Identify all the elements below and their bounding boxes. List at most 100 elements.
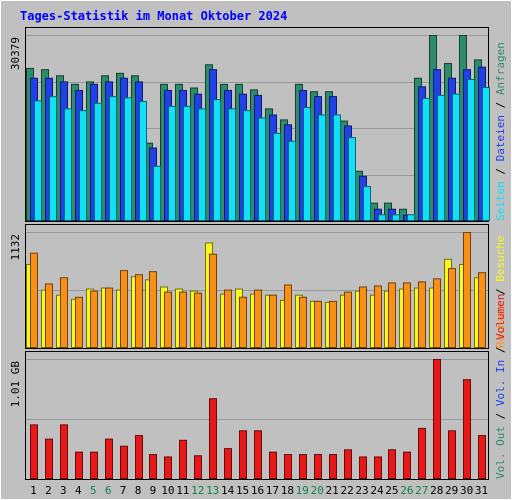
bar-volume-volumen-day-22: [344, 449, 352, 479]
x-tick-label-day-25: 25: [385, 484, 398, 497]
x-tick-label-day-16: 16: [251, 484, 264, 497]
chart-title: Tages-Statistik im Monat Oktober 2024: [20, 9, 287, 23]
bar-visits-rechner-day-9: [149, 271, 157, 348]
bar-hits-seiten-day-26: [407, 214, 415, 222]
bar-visits-rechner-day-15: [239, 296, 247, 348]
legend-separator: /: [494, 161, 507, 181]
bar-volume-volumen-day-4: [75, 451, 83, 480]
bar-visits-rechner-day-31: [478, 272, 486, 349]
bar-hits-seiten-day-30: [467, 78, 475, 221]
bar-hits-seiten-day-17: [273, 132, 281, 221]
bar-volume-volumen-day-25: [388, 449, 396, 479]
bar-visits-rechner-day-1: [30, 252, 38, 348]
bar-hits-seiten-day-18: [288, 140, 296, 221]
x-tick-label-day-19: 19: [296, 484, 309, 497]
bar-visits-rechner-day-2: [45, 283, 53, 348]
bar-volume-volumen-day-26: [403, 451, 411, 480]
bar-volume-volumen-day-8: [135, 435, 143, 480]
bar-volume-volumen-day-30: [463, 379, 471, 480]
bar-volume-volumen-day-23: [359, 456, 367, 480]
bar-hits-seiten-day-21: [333, 114, 341, 221]
x-tick-label-day-5: 5: [90, 484, 97, 497]
legend-separator: /: [494, 406, 507, 426]
bar-hits-seiten-day-15: [243, 110, 251, 221]
bar-volume-volumen-day-31: [478, 435, 486, 480]
legend-item-vol-out: Vol. Out: [494, 426, 507, 479]
bar-visits-rechner-day-12: [194, 292, 202, 348]
bar-hits-seiten-day-1: [34, 100, 42, 221]
y-max-label: 1132: [9, 234, 22, 261]
bar-visits-rechner-day-5: [90, 290, 98, 348]
bar-hits-seiten-day-5: [94, 102, 102, 221]
bar-hits-seiten-day-27: [422, 97, 430, 221]
bar-visits-rechner-day-13: [209, 253, 217, 348]
panel-hits: 30379 Seiten / Dateien / Anfragen: [9, 27, 507, 222]
bar-hits-seiten-day-19: [303, 107, 311, 221]
bar-hits-seiten-day-10: [168, 105, 176, 221]
bar-hits-seiten-day-20: [318, 114, 326, 221]
bar-visits-rechner-day-8: [135, 274, 143, 349]
x-tick-label-day-31: 31: [475, 484, 488, 497]
bar-volume-volumen-day-6: [105, 438, 113, 480]
bar-hits-seiten-day-31: [482, 86, 490, 221]
y-max-label: 1.01 GB: [9, 361, 22, 408]
x-tick-label-day-30: 30: [460, 484, 473, 497]
x-tick-label-day-4: 4: [75, 484, 82, 497]
x-tick-label-day-21: 21: [326, 484, 339, 497]
bar-volume-volumen-day-12: [194, 455, 202, 479]
bar-visits-rechner-day-21: [329, 300, 337, 348]
bar-volume-volumen-day-1: [30, 424, 38, 479]
x-tick-label-day-22: 22: [340, 484, 353, 497]
bar-volume-volumen-day-7: [120, 445, 128, 479]
panel-visits: 1132 Rechner / Besuche: [9, 224, 507, 349]
legend-item-rechner: Rechner: [494, 301, 507, 348]
bar-visits-rechner-day-4: [75, 296, 83, 348]
bar-volume-volumen-day-20: [314, 454, 322, 479]
bar-hits-seiten-day-25: [392, 214, 400, 222]
bar-visits-rechner-day-14: [224, 289, 232, 349]
bar-volume-volumen-day-21: [329, 454, 337, 479]
bar-hits-seiten-day-3: [64, 108, 72, 221]
bar-volume-volumen-day-13: [209, 398, 217, 479]
x-tick-label-day-13: 13: [206, 484, 219, 497]
bar-volume-volumen-day-27: [418, 427, 426, 479]
x-tick-label-day-14: 14: [221, 484, 235, 497]
bar-hits-seiten-day-28: [437, 94, 445, 221]
bar-volume-volumen-day-17: [269, 451, 277, 480]
x-tick-label-day-7: 7: [120, 484, 127, 497]
x-tick-label-day-28: 28: [430, 484, 443, 497]
bar-visits-rechner-day-28: [433, 278, 441, 348]
bar-hits-seiten-day-13: [213, 99, 221, 221]
bar-hits-seiten-day-12: [198, 108, 206, 221]
bar-hits-seiten-day-8: [139, 100, 147, 221]
bar-hits-seiten-day-16: [258, 117, 266, 221]
bar-visits-rechner-day-20: [314, 300, 322, 348]
bar-hits-seiten-day-23: [363, 186, 371, 221]
bar-hits-seiten-day-4: [79, 110, 87, 221]
legend-separator: /: [494, 340, 507, 360]
bar-volume-volumen-day-15: [239, 430, 247, 480]
x-tick-label-day-26: 26: [400, 484, 413, 497]
bar-hits-seiten-day-24: [378, 214, 386, 222]
y-max-label: 30379: [9, 37, 22, 70]
legend-visits: Rechner / Besuche: [494, 235, 507, 348]
bar-hits-seiten-day-2: [49, 96, 57, 221]
legend-item-seiten: Seiten: [494, 181, 507, 221]
bar-visits-rechner-day-10: [164, 291, 172, 349]
bar-visits-rechner-day-27: [418, 281, 426, 348]
bar-visits-rechner-day-16: [254, 289, 262, 349]
bar-volume-volumen-day-19: [299, 454, 307, 479]
bar-hits-seiten-day-9: [153, 165, 161, 222]
bar-volume-volumen-day-11: [179, 439, 187, 480]
bar-hits-seiten-day-14: [228, 108, 236, 221]
legend-separator: /: [494, 95, 507, 115]
bar-visits-rechner-day-23: [359, 286, 367, 348]
bar-volume-volumen-day-2: [45, 438, 53, 480]
bar-visits-rechner-day-26: [403, 282, 411, 348]
x-tick-label-day-18: 18: [281, 484, 294, 497]
bar-visits-rechner-day-19: [299, 296, 307, 348]
x-tick-label-day-6: 6: [105, 484, 112, 497]
bar-volume-volumen-day-16: [254, 430, 262, 480]
x-tick-label-day-2: 2: [45, 484, 52, 497]
